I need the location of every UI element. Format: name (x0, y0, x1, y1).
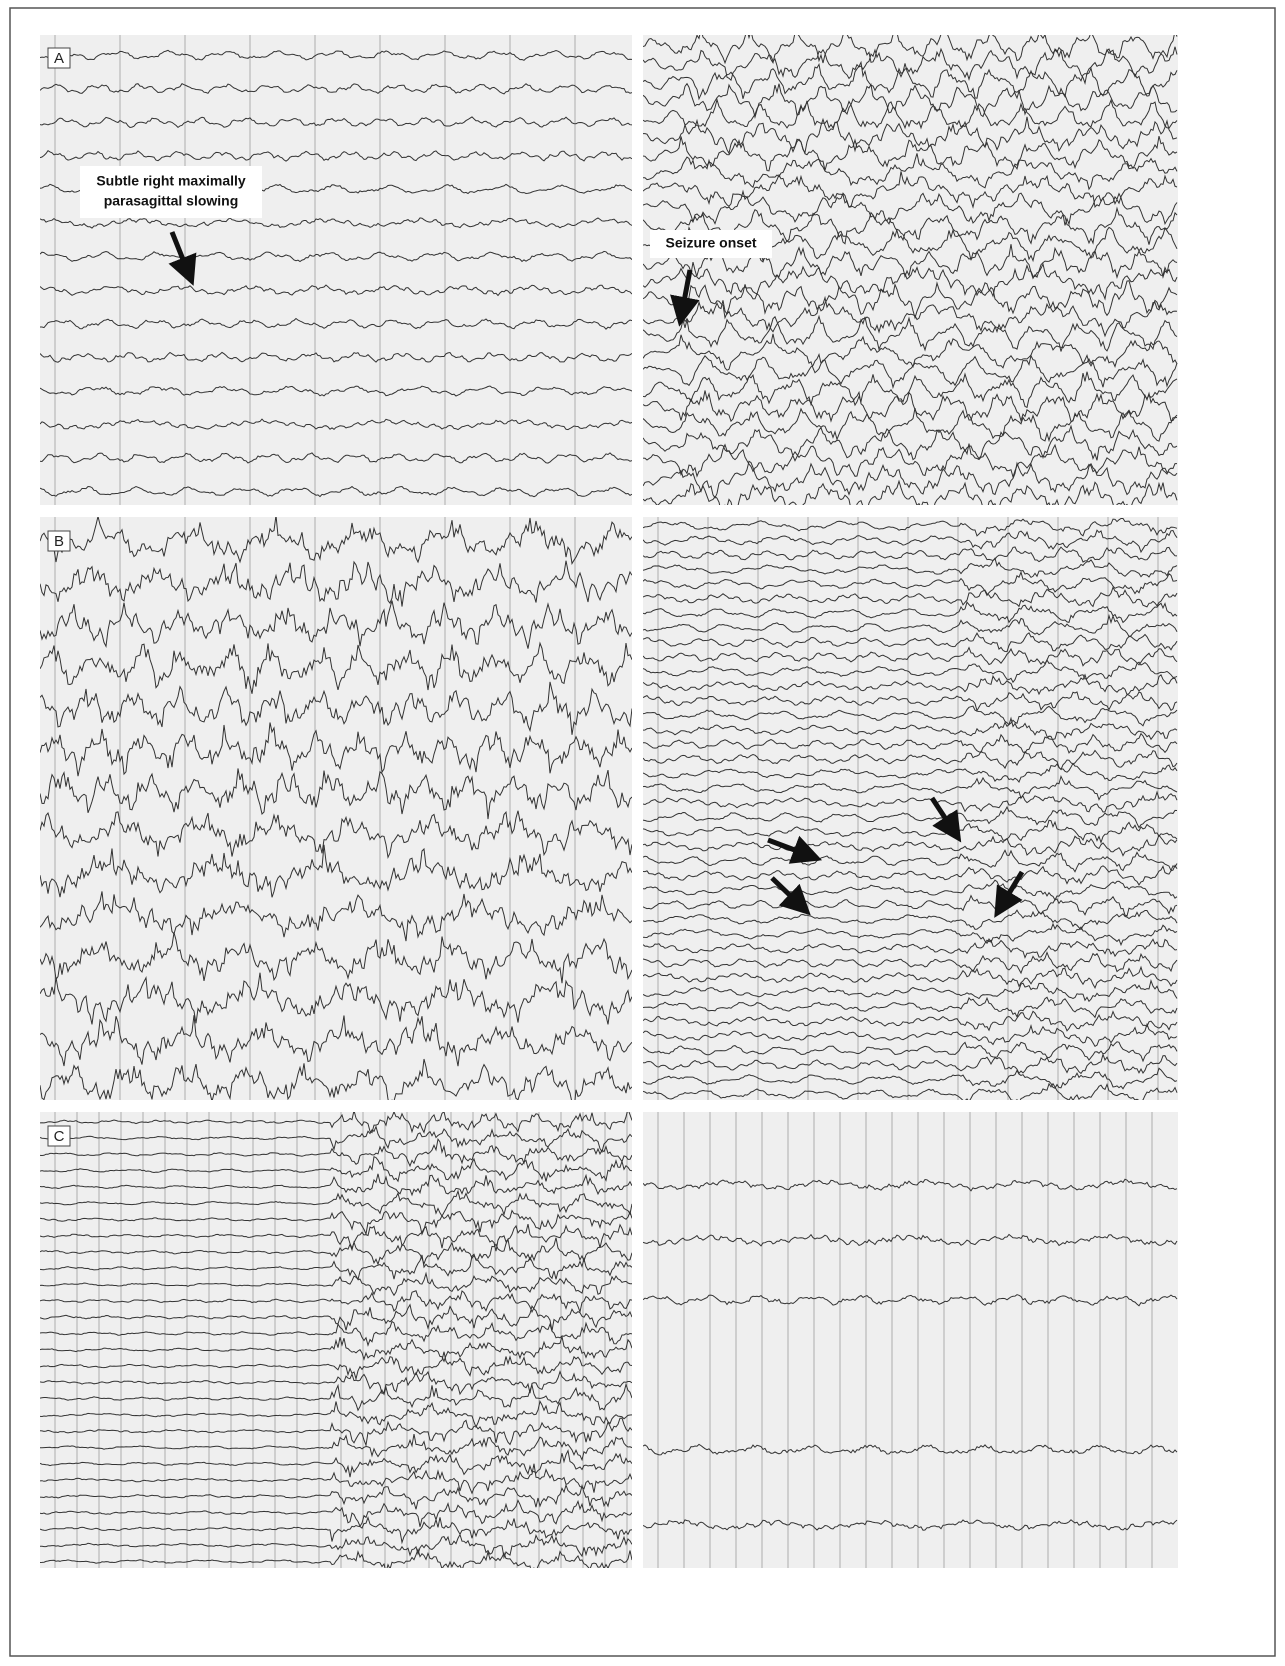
plots (40, 29, 1178, 1576)
eeg-background (643, 517, 1178, 1100)
eeg-panel (40, 1109, 632, 1575)
panel-label: B (54, 533, 64, 550)
eeg-panel (643, 517, 1178, 1103)
panel-label: C (54, 1128, 65, 1145)
eeg-background (40, 517, 632, 1100)
annotation-text: Subtle right maximally (96, 173, 246, 189)
eeg-background (40, 35, 632, 505)
eeg-panel (40, 35, 632, 505)
annotation-text: Seizure onset (665, 235, 756, 251)
eeg-panel (643, 1112, 1178, 1568)
panel-label: A (54, 50, 64, 67)
eeg-panel (40, 515, 632, 1110)
annotation-text: parasagittal slowing (104, 193, 239, 209)
eeg-panel (643, 29, 1178, 515)
figure: A B C Subtle right maximally parasagitta… (0, 0, 1285, 1666)
